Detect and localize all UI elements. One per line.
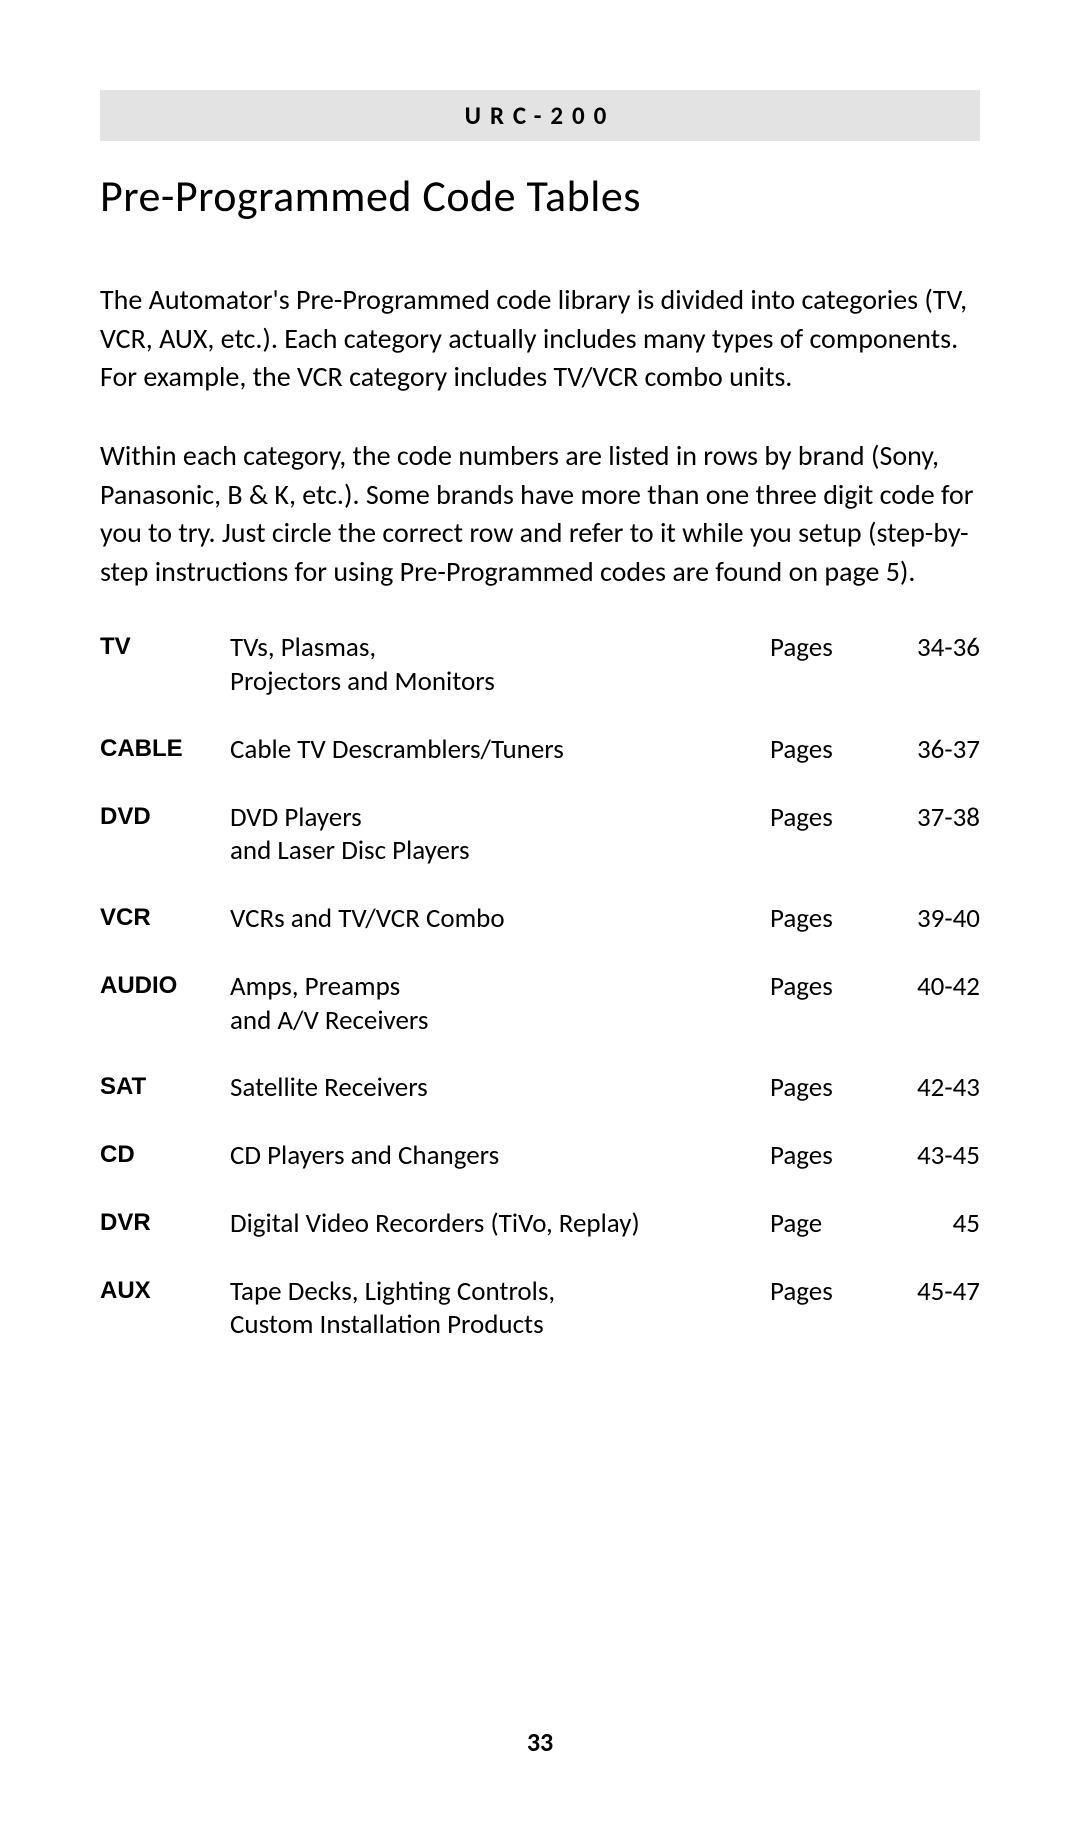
category-label: DVR [100,1207,230,1237]
page-number: 33 [0,1726,1080,1758]
category-label: SAT [100,1071,230,1101]
category-label: TV [100,631,230,661]
category-label: VCR [100,902,230,932]
table-row: CD CD Players and Changers Pages 43-45 [100,1139,980,1173]
pages-range: 37-38 [870,801,980,834]
pages-range: 42-43 [870,1071,980,1104]
category-description: Amps, Preampsand A/V Receivers [230,970,770,1038]
category-label: AUX [100,1275,230,1305]
category-description: Satellite Receivers [230,1071,770,1105]
table-row: TV TVs, Plasmas,Projectors and Monitors … [100,631,980,699]
pages-label: Pages [770,1275,870,1308]
table-row: SAT Satellite Receivers Pages 42-43 [100,1071,980,1105]
category-description: Cable TV Descramblers/Tuners [230,733,770,767]
pages-range: 45 [870,1207,980,1240]
page-title: Pre-Programmed Code Tables [100,169,980,223]
intro-paragraph-2: Within each category, the code numbers a… [100,437,980,592]
pages-range: 34-36 [870,631,980,664]
category-description: TVs, Plasmas,Projectors and Monitors [230,631,770,699]
table-row: AUDIO Amps, Preampsand A/V Receivers Pag… [100,970,980,1038]
pages-label: Pages [770,902,870,935]
category-label: DVD [100,801,230,831]
pages-label: Pages [770,1071,870,1104]
category-description: DVD Playersand Laser Disc Players [230,801,770,869]
header-band: URC-200 [100,90,980,141]
category-label: CABLE [100,733,230,763]
code-category-table: TV TVs, Plasmas,Projectors and Monitors … [100,631,980,1342]
category-label: AUDIO [100,970,230,1000]
table-row: CABLE Cable TV Descramblers/Tuners Pages… [100,733,980,767]
pages-range: 39-40 [870,902,980,935]
table-row: VCR VCRs and TV/VCR Combo Pages 39-40 [100,902,980,936]
document-page: URC-200 Pre-Programmed Code Tables The A… [0,0,1080,1342]
category-description: VCRs and TV/VCR Combo [230,902,770,936]
category-description: Tape Decks, Lighting Controls,Custom Ins… [230,1275,770,1343]
pages-label: Pages [770,1139,870,1172]
pages-range: 45-47 [870,1275,980,1308]
intro-paragraph-1: The Automator's Pre-Programmed code libr… [100,281,980,397]
pages-label: Pages [770,970,870,1003]
category-label: CD [100,1139,230,1169]
pages-label: Pages [770,733,870,766]
table-row: DVR Digital Video Recorders (TiVo, Repla… [100,1207,980,1241]
pages-range: 43-45 [870,1139,980,1172]
pages-label: Page [770,1207,870,1240]
table-row: AUX Tape Decks, Lighting Controls,Custom… [100,1275,980,1343]
pages-label: Pages [770,631,870,664]
pages-label: Pages [770,801,870,834]
category-description: Digital Video Recorders (TiVo, Replay) [230,1207,770,1241]
pages-range: 40-42 [870,970,980,1003]
pages-range: 36-37 [870,733,980,766]
category-description: CD Players and Changers [230,1139,770,1173]
table-row: DVD DVD Playersand Laser Disc Players Pa… [100,801,980,869]
